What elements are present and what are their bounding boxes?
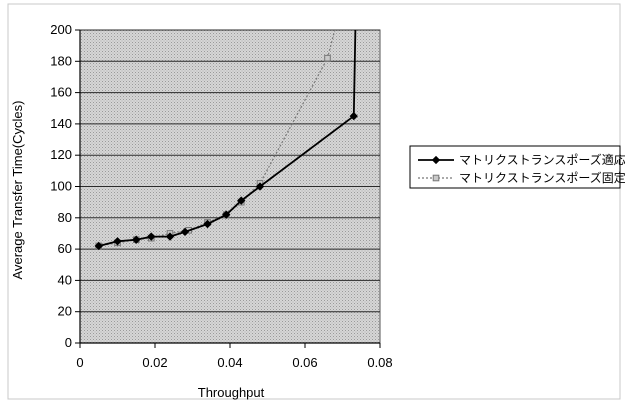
series-group [94, 30, 358, 251]
legend-marker [431, 155, 441, 165]
x-tick-label: 0.02 [142, 355, 167, 370]
y-tick-label: 140 [50, 116, 72, 131]
legend-box [409, 145, 621, 189]
y-tick-label: 200 [50, 22, 72, 37]
y-tick-label: 160 [50, 85, 72, 100]
axes: 0 20 40 60 80 100 120 140 160 180 200 0 0.02 0.04 0.06… [50, 22, 392, 370]
y-tick-label: 60 [58, 241, 72, 256]
y-axis-title: Average Transfer Time(Cycles) [10, 101, 25, 280]
y-tick-label: 100 [50, 179, 72, 194]
x-tick-label: 0.08 [367, 355, 392, 370]
data-point [237, 196, 246, 205]
y-tick-label: 80 [58, 210, 72, 225]
x-tick-label: 0 [76, 355, 83, 370]
legend-label: マトリクストランスポーズ固定 [459, 170, 625, 185]
y-tick-label: 0 [65, 335, 72, 350]
data-point [94, 241, 103, 251]
y-tick-label: 120 [50, 147, 72, 162]
data-point [349, 111, 358, 121]
x-axis-title: Throughput [198, 385, 265, 400]
data-point [255, 182, 265, 191]
data-point [113, 237, 122, 246]
data-point [165, 232, 175, 241]
data-point [222, 210, 231, 219]
data-point [203, 219, 212, 229]
data-point [132, 235, 141, 244]
y-tick-label: 40 [58, 272, 72, 287]
y-tick-label: 180 [50, 53, 72, 68]
legend-marker [432, 174, 440, 182]
y-tick-label: 20 [58, 304, 72, 319]
x-tick-label: 0.06 [292, 355, 317, 370]
x-tick-label: 0.04 [217, 355, 242, 370]
grid [80, 29, 380, 344]
data-point [180, 227, 190, 237]
data-point [147, 232, 156, 241]
data-point [324, 54, 331, 62]
legend-label: マトリクストランスポーズ適応 [459, 152, 625, 167]
